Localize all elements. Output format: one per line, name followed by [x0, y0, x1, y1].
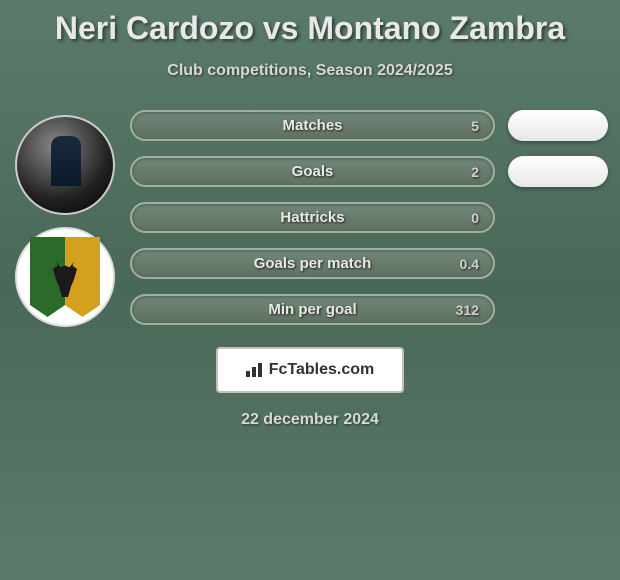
stat-label: Min per goal — [268, 301, 356, 318]
comparison-card: Neri Cardozo vs Montano Zambra Club comp… — [0, 0, 620, 429]
subtitle: Club competitions, Season 2024/2025 — [0, 62, 620, 80]
main-area: VENADOS F.C. Matches 5 Goals 2 — [0, 110, 620, 327]
bar-chart-icon — [246, 363, 264, 377]
stat-bar-hattricks: Hattricks 0 — [130, 202, 495, 233]
stat-bar-goals-per-match: Goals per match 0.4 — [130, 248, 495, 279]
stat-value: 0.4 — [460, 256, 479, 272]
stat-bar-matches: Matches 5 — [130, 110, 495, 141]
stat-row: Goals 2 — [130, 156, 495, 187]
logo-label: FcTables.com — [269, 361, 375, 379]
shield-icon — [30, 237, 100, 317]
pill-indicator — [508, 110, 608, 141]
logo-box[interactable]: FcTables.com — [216, 347, 405, 393]
pill-indicator — [508, 156, 608, 187]
pill-column — [500, 110, 615, 325]
stat-value: 312 — [456, 302, 479, 318]
stat-value: 2 — [471, 164, 479, 180]
stats-column: Matches 5 Goals 2 Hattricks 0 Goals per … — [125, 110, 500, 325]
badges-column: VENADOS F.C. — [5, 110, 125, 327]
stat-row: Matches 5 — [130, 110, 495, 141]
stat-bar-goals: Goals 2 — [130, 156, 495, 187]
footer: FcTables.com 22 december 2024 — [0, 347, 620, 429]
club-badge-2: VENADOS F.C. — [15, 227, 115, 327]
stat-value: 0 — [471, 210, 479, 226]
stat-row: Min per goal 312 — [130, 294, 495, 325]
logo-text: FcTables.com — [246, 361, 375, 379]
stat-label: Goals per match — [254, 255, 372, 272]
stat-label: Hattricks — [280, 209, 344, 226]
page-title: Neri Cardozo vs Montano Zambra — [0, 10, 620, 47]
stat-value: 5 — [471, 118, 479, 134]
stat-label: Matches — [282, 117, 342, 134]
stat-label: Goals — [292, 163, 334, 180]
player-badge-1 — [15, 115, 115, 215]
footer-date: 22 december 2024 — [0, 411, 620, 429]
stat-row: Goals per match 0.4 — [130, 248, 495, 279]
stat-bar-min-per-goal: Min per goal 312 — [130, 294, 495, 325]
stat-row: Hattricks 0 — [130, 202, 495, 233]
